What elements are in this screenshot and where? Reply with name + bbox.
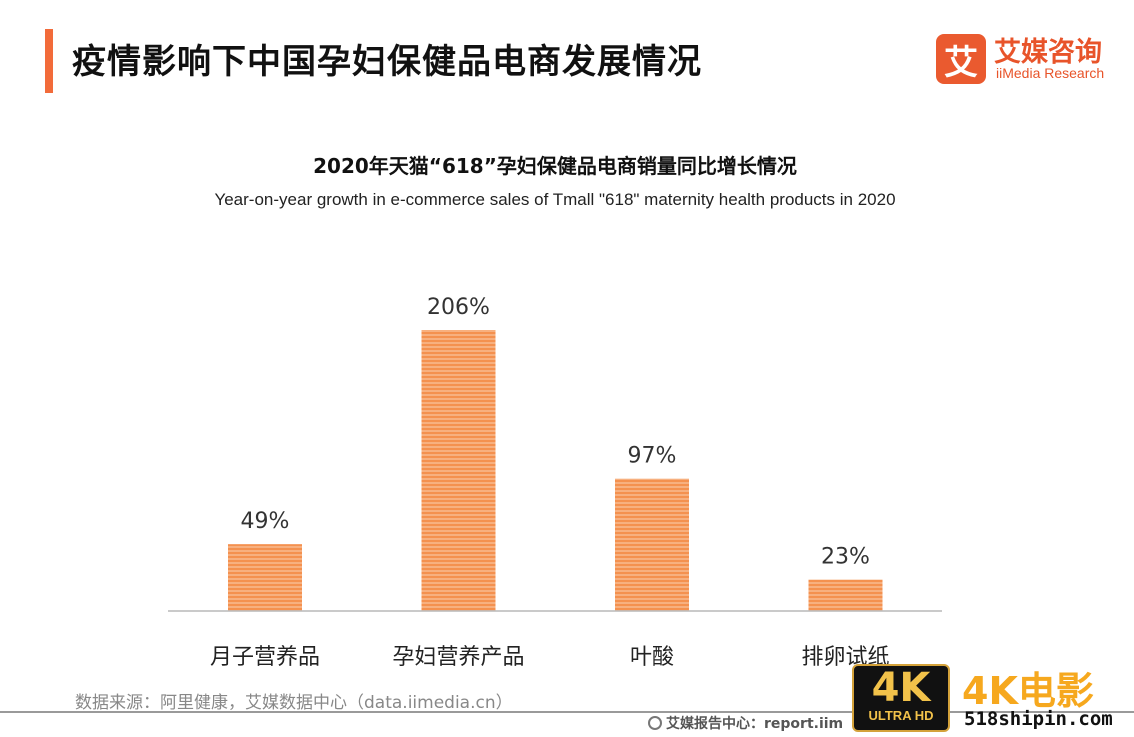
bar-3 [615,478,689,611]
watermark-badge-uhd: ULTRA HD [868,708,934,723]
watermark-badge-4k: 4K [871,665,931,711]
bar-value-label: 97% [628,444,677,469]
watermark: 4K ULTRA HD 4K电影 518shipin.com [848,656,1134,737]
bar-1 [228,544,302,611]
bar-4 [808,579,883,611]
watermark-site: 518shipin.com [964,708,1113,730]
report-center-text: 艾媒报告中心：report.iim [666,716,844,732]
globe-icon [648,716,662,730]
brand-name-en: iiMedia Research [996,65,1105,81]
footer-divider [0,711,1134,713]
title-accent-bar [45,29,53,93]
category-label: 叶酸 [630,645,674,670]
chart-title: 2020年天猫“618”孕妇保健品电商销量同比增长情况 [313,154,797,178]
report-center-link[interactable]: 艾媒报告中心：report.iim [648,713,843,733]
bar-value-label: 23% [821,545,870,570]
brand-logo-group: 艾 艾媒咨询 iiMedia Research [936,32,1116,86]
category-label: 月子营养品 [210,645,320,670]
brand-name-cn: 艾媒咨询 [994,37,1102,68]
bar-2 [421,330,496,611]
page-title: 疫情影响下中国孕妇保健品电商发展情况 [72,42,702,82]
data-source-note: 数据来源：阿里健康，艾媒数据中心（data.iimedia.cn） [75,693,513,713]
chart-subtitle: Year-on-year growth in e-commerce sales … [214,190,896,209]
watermark-badge: 4K ULTRA HD [852,664,950,732]
bar-value-label: 49% [241,509,290,534]
watermark-title: 4K电影 [962,669,1094,713]
brand-logo-icon: 艾 [936,34,986,84]
category-label: 孕妇营养产品 [392,645,524,670]
bar-value-label: 206% [427,295,490,320]
